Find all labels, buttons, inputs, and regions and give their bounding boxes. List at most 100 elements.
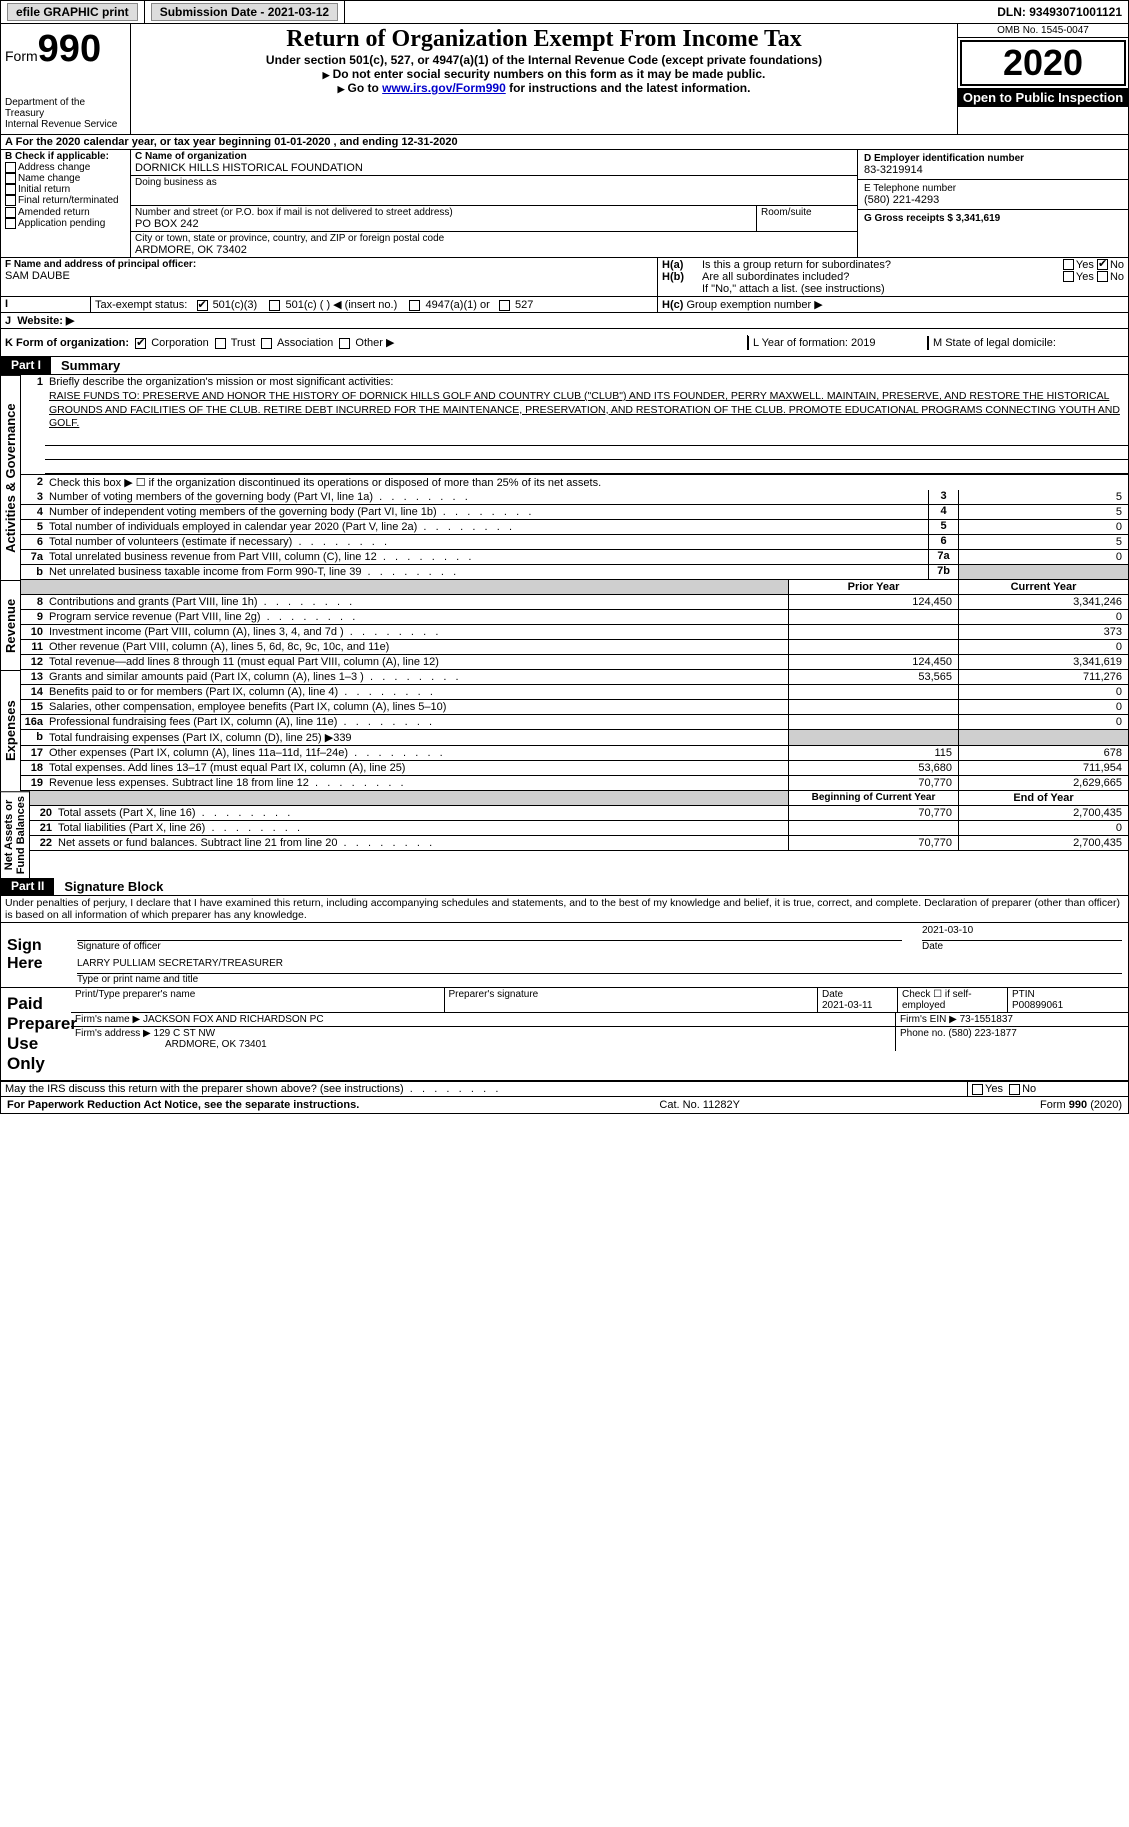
line-15: Salaries, other compensation, employee b…	[45, 700, 788, 714]
form-header: Form990 Department of the Treasury Inter…	[0, 24, 1129, 135]
prep-h2: Preparer's signature	[445, 988, 819, 1012]
line-22: Net assets or fund balances. Subtract li…	[54, 836, 788, 850]
c-21: 0	[958, 821, 1128, 835]
footer-left: For Paperwork Reduction Act Notice, see …	[7, 1099, 359, 1111]
l-year: L Year of formation: 2019	[748, 336, 928, 350]
vlabel-ag: Activities & Governance	[0, 375, 21, 580]
c-8: 3,341,246	[958, 595, 1128, 609]
ha-yes[interactable]	[1063, 259, 1074, 270]
firm-addr2: ARDMORE, OK 73401	[75, 1039, 891, 1050]
ein: 83-3219914	[864, 164, 1122, 176]
f-h-block: F Name and address of principal officer:…	[0, 257, 1129, 296]
c-16a: 0	[958, 715, 1128, 729]
val-3: 5	[958, 490, 1128, 504]
p-9	[788, 610, 958, 624]
f-label: F Name and address of principal officer:	[5, 259, 653, 270]
discuss-label: May the IRS discuss this return with the…	[1, 1082, 968, 1096]
dba-label: Doing business as	[135, 177, 853, 188]
c-22: 2,700,435	[958, 836, 1128, 850]
firm-name-label: Firm's name ▶	[75, 1014, 140, 1025]
cb-corp[interactable]	[135, 338, 146, 349]
officer: SAM DAUBE	[5, 270, 653, 282]
c-10: 373	[958, 625, 1128, 639]
k-label: K Form of organization:	[5, 337, 129, 349]
line-7a: Total unrelated business revenue from Pa…	[45, 550, 928, 564]
line-19: Revenue less expenses. Subtract line 18 …	[45, 776, 788, 790]
cb-final-return[interactable]	[5, 195, 16, 206]
mission-text: RAISE FUNDS TO: PRESERVE AND HONOR THE H…	[45, 389, 1128, 432]
submission-date-button[interactable]: Submission Date - 2021-03-12	[151, 3, 338, 21]
prep-h1: Print/Type preparer's name	[71, 988, 445, 1012]
c-20: 2,700,435	[958, 806, 1128, 820]
penalty-text: Under penalties of perjury, I declare th…	[1, 896, 1128, 922]
line-8: Contributions and grants (Part VIII, lin…	[45, 595, 788, 609]
topbar: efile GRAPHIC print Submission Date - 20…	[0, 0, 1129, 24]
discuss-no[interactable]	[1009, 1084, 1020, 1095]
open-to-public: Open to Public Inspection	[958, 88, 1128, 107]
p-21	[788, 821, 958, 835]
val-6: 5	[958, 535, 1128, 549]
firm-addr1: 129 C ST NW	[154, 1028, 216, 1039]
cb-4947[interactable]	[409, 300, 420, 311]
val-5: 0	[958, 520, 1128, 534]
b-label: B Check if applicable:	[5, 151, 126, 162]
cb-501c3[interactable]	[197, 300, 208, 311]
c-label: C Name of organization	[135, 151, 853, 162]
line-13: Grants and similar amounts paid (Part IX…	[45, 670, 788, 684]
phone: (580) 221-4293	[864, 194, 1122, 206]
cb-name-change[interactable]	[5, 173, 16, 184]
cb-application-pending[interactable]	[5, 218, 16, 229]
line-2: Check this box ▶ ☐ if the organization d…	[45, 475, 1128, 490]
cb-other[interactable]	[339, 338, 350, 349]
c-9: 0	[958, 610, 1128, 624]
part2-title: Signature Block	[54, 878, 1128, 895]
p-8: 124,450	[788, 595, 958, 609]
part2-tab: Part II	[1, 878, 54, 895]
cb-trust[interactable]	[215, 338, 226, 349]
hb-yes[interactable]	[1063, 271, 1074, 282]
efile-button[interactable]: efile GRAPHIC print	[7, 3, 138, 21]
date-label: Date	[922, 941, 1122, 952]
ha-no[interactable]	[1097, 259, 1108, 270]
firm-ein: 73-1551837	[960, 1014, 1013, 1025]
p-10	[788, 625, 958, 639]
line-16b: Total fundraising expenses (Part IX, col…	[45, 730, 788, 745]
firm-name: JACKSON FOX AND RICHARDSON PC	[143, 1014, 324, 1025]
line-17: Other expenses (Part IX, column (A), lin…	[45, 746, 788, 760]
c-12: 3,341,619	[958, 655, 1128, 669]
officer-signature-line[interactable]	[77, 925, 902, 941]
website-label: Website: ▶	[17, 315, 74, 327]
prep-date: 2021-03-11	[822, 1000, 872, 1011]
line-12: Total revenue—add lines 8 through 11 (mu…	[45, 655, 788, 669]
cb-501c[interactable]	[269, 300, 280, 311]
hdr-boy: Beginning of Current Year	[788, 791, 958, 805]
e-label: E Telephone number	[864, 183, 1122, 194]
c-13: 711,276	[958, 670, 1128, 684]
vlabel-na: Net Assets or Fund Balances	[0, 791, 30, 878]
cb-address-change[interactable]	[5, 162, 16, 173]
val-4: 5	[958, 505, 1128, 519]
form-number: 990	[38, 28, 101, 70]
p-20: 70,770	[788, 806, 958, 820]
firm-ein-label: Firm's EIN ▶	[900, 1014, 957, 1025]
page-footer: For Paperwork Reduction Act Notice, see …	[0, 1097, 1129, 1114]
part1-title: Summary	[51, 357, 1128, 374]
form-title: Return of Organization Exempt From Incom…	[139, 26, 949, 53]
line-3: Number of voting members of the governin…	[45, 490, 928, 504]
sig-label: Signature of officer	[77, 941, 902, 952]
cb-assoc[interactable]	[261, 338, 272, 349]
form990-link[interactable]: www.irs.gov/Form990	[382, 81, 506, 95]
cb-amended[interactable]	[5, 207, 16, 218]
omb-label: OMB No. 1545-0047	[958, 24, 1128, 38]
hb-no[interactable]	[1097, 271, 1108, 282]
note-2-pre: Go to	[347, 81, 382, 95]
cb-527[interactable]	[499, 300, 510, 311]
note-2-post: for instructions and the latest informat…	[506, 81, 751, 95]
discuss-yes[interactable]	[972, 1084, 983, 1095]
val-7b	[958, 565, 1128, 579]
firm-phone-label: Phone no.	[900, 1028, 946, 1039]
prep-h5: PTIN	[1012, 989, 1035, 1000]
line-5: Total number of individuals employed in …	[45, 520, 928, 534]
cb-initial-return[interactable]	[5, 184, 16, 195]
tax-year: 2020	[960, 40, 1126, 86]
